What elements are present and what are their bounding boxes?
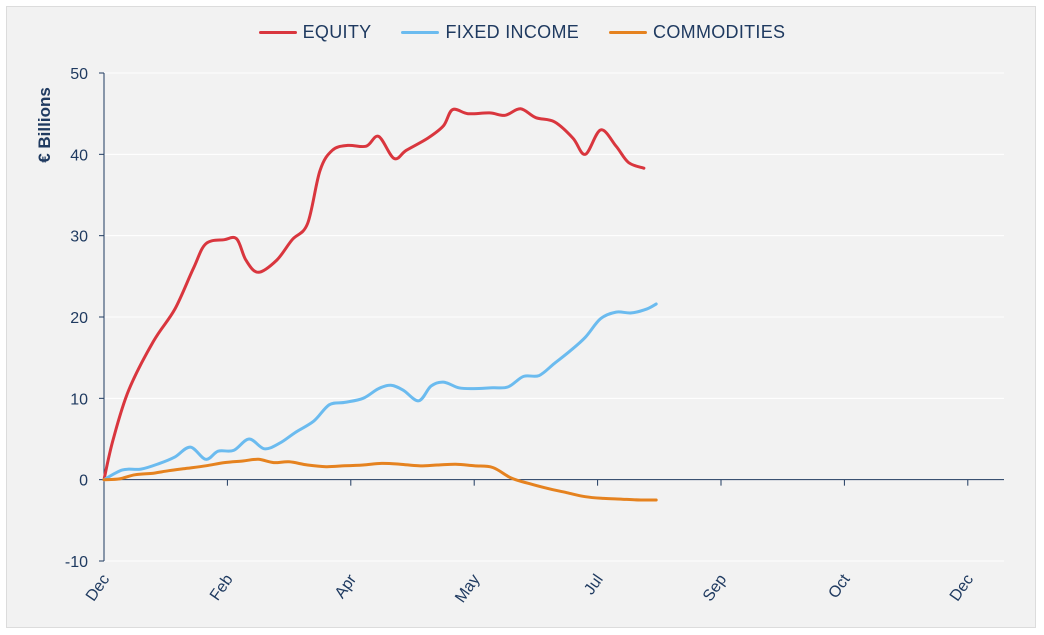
y-tick-label: -10: [65, 554, 88, 571]
y-tick-label: 40: [70, 147, 88, 164]
legend-label-commodities: COMMODITIES: [653, 22, 786, 42]
y-tick-label: 0: [79, 473, 88, 490]
legend-swatch-commodities: [609, 31, 648, 34]
legend-swatch-equity: [258, 31, 297, 34]
x-tick-label: Sep: [700, 571, 730, 604]
x-tick-label: Apr: [332, 571, 361, 602]
grid-lines: [104, 72, 1004, 562]
legend-item-commodities: COMMODITIES: [609, 22, 785, 43]
x-tick-label: May: [452, 572, 483, 607]
y-axis-label: € Billions: [35, 87, 54, 163]
chart-legend: EQUITY FIXED INCOME COMMODITIES: [0, 22, 1044, 43]
x-tick-label: Jul: [581, 572, 607, 599]
y-tick-label: 50: [70, 66, 88, 83]
legend-label-fixed-income: FIXED INCOME: [445, 22, 580, 42]
x-tick-label: Oct: [825, 571, 854, 602]
x-tick-label: Dec: [947, 572, 977, 605]
y-tick-label: 20: [70, 310, 88, 327]
legend-swatch-fixed-income: [401, 31, 440, 34]
series-lines: [102, 107, 658, 502]
x-tick-label: Dec: [83, 572, 113, 605]
legend-item-equity: EQUITY: [258, 22, 372, 43]
x-tick-label: Feb: [207, 571, 237, 603]
legend-item-fixed-income: FIXED INCOME: [401, 22, 579, 43]
y-tick-label: 30: [70, 229, 88, 246]
series-line-fixed-income: [102, 302, 658, 482]
legend-label-equity: EQUITY: [302, 22, 372, 42]
series-line-equity: [102, 107, 646, 482]
y-tick-label: 10: [70, 391, 88, 408]
series-line-commodities: [102, 457, 658, 502]
